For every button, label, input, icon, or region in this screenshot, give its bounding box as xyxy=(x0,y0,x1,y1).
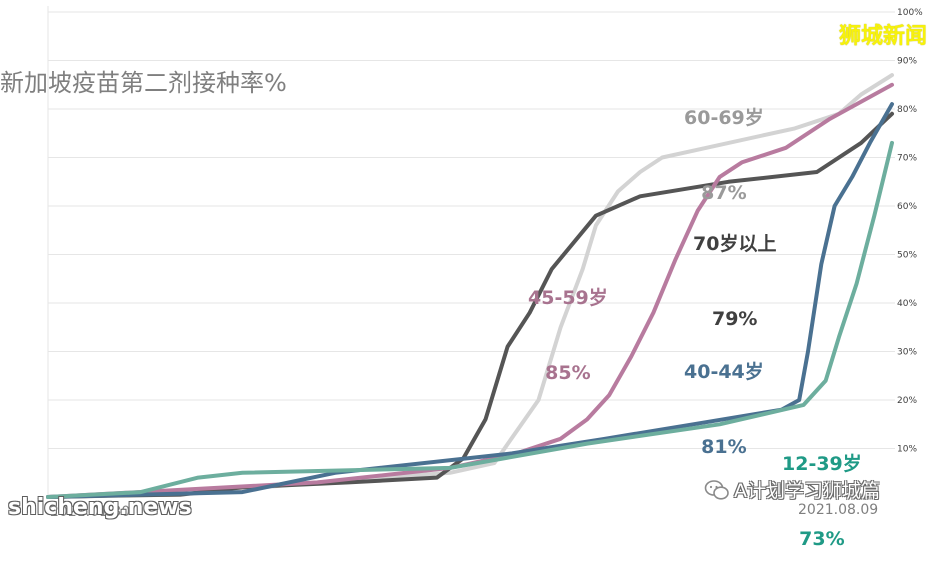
chart: 10% 20% 30% 40% 50% 60% 70% 80% 90% 100% xyxy=(46,6,923,499)
y-tick-label: 60% xyxy=(897,202,917,212)
label-40-44-value: 81% xyxy=(701,436,747,458)
y-axis: 10% 20% 30% 40% 50% 60% 70% 80% 90% 100% xyxy=(47,6,923,497)
wechat-account-name: A计划学习狮城篇 xyxy=(734,480,880,502)
label-45-59: 45-59岁 85% xyxy=(528,236,608,411)
chart-title: 新加坡疫苗第二剂接种率% xyxy=(0,69,287,97)
brand-label: 狮城新闻 xyxy=(838,24,927,49)
label-70-plus-value: 79% xyxy=(711,308,758,330)
y-tick-label: 100% xyxy=(897,8,923,18)
y-tick-label: 50% xyxy=(897,251,917,261)
label-40-44: 40-44岁 81% xyxy=(684,310,764,485)
series-line-1 xyxy=(46,111,894,499)
label-45-59-name: 45-59岁 xyxy=(528,287,608,309)
y-tick-label: 90% xyxy=(897,57,917,67)
y-tick-label: 80% xyxy=(897,105,917,115)
y-tick-label: 40% xyxy=(897,299,917,309)
label-70-plus-name: 70岁以上 xyxy=(693,233,777,255)
label-45-59-value: 85% xyxy=(545,362,591,384)
label-12-39-value: 73% xyxy=(799,528,845,550)
x-end-date: 2021.08.09 xyxy=(798,502,879,518)
label-70-plus: 70岁以上 79% xyxy=(693,182,776,357)
y-tick-label: 10% xyxy=(897,445,917,455)
y-tick-label: 70% xyxy=(897,154,917,164)
series-lines xyxy=(46,73,894,499)
label-60-69-value: 87% xyxy=(701,182,747,204)
grid-lines xyxy=(48,11,895,449)
y-tick-label: 20% xyxy=(897,396,917,406)
wechat-icon xyxy=(704,479,729,500)
series-line-4 xyxy=(46,140,894,499)
label-12-39-name: 12-39岁 xyxy=(782,453,862,475)
series-line-0 xyxy=(46,73,894,499)
y-tick-label: 30% xyxy=(897,348,917,358)
label-40-44-name: 40-44岁 xyxy=(684,361,764,383)
label-60-69-name: 60-69岁 xyxy=(684,107,764,129)
label-60-69: 60-69岁 87% xyxy=(684,56,764,231)
watermark: shicheng.news xyxy=(8,495,192,520)
x-start-date: 2021.01.30 xyxy=(50,504,131,520)
wechat-account[interactable]: A计划学习狮城篇 xyxy=(704,476,880,503)
